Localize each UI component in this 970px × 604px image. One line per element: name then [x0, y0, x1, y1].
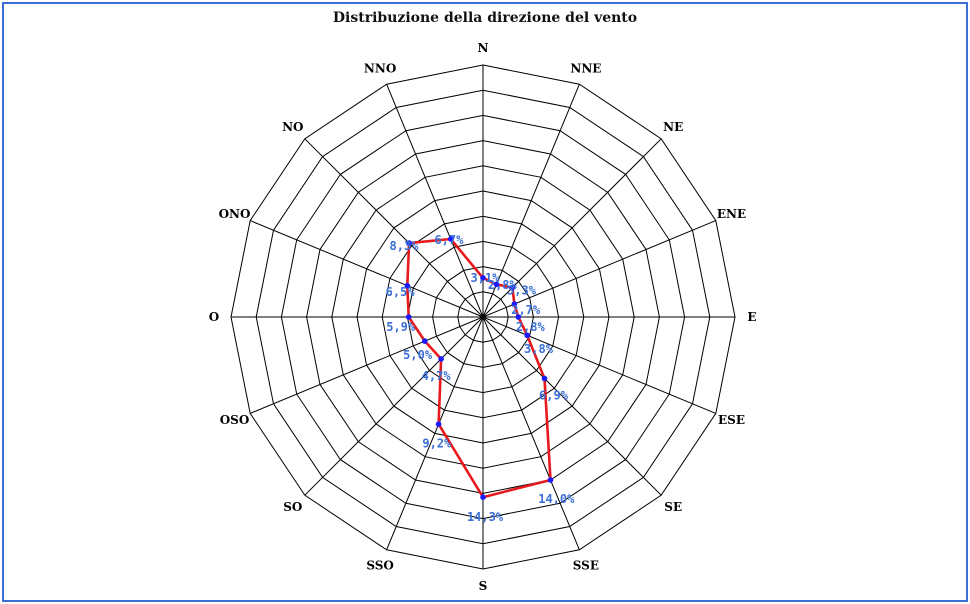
- direction-label-se: SE: [664, 500, 682, 514]
- data-point-o: [405, 314, 412, 320]
- value-label-so: 4,7%: [422, 369, 452, 383]
- direction-label-ne: NE: [663, 120, 683, 134]
- value-label-ono: 6,5%: [386, 285, 416, 299]
- direction-label-e: E: [747, 310, 756, 324]
- grid-spoke: [386, 84, 484, 318]
- value-label-ese: 3,8%: [524, 342, 554, 356]
- data-point-e: [515, 314, 522, 320]
- chart-title: Distribuzione della direzione del vento: [332, 10, 638, 26]
- direction-labels: N NNE NE ENE E ESE SE SSE S SSO SO OSO O ONO NO NNO: [209, 41, 757, 593]
- grid-spoke: [304, 138, 484, 318]
- direction-label-ese: ESE: [718, 413, 745, 427]
- value-label-sse: 14,0%: [538, 492, 575, 506]
- value-label-s: 14,3%: [467, 510, 504, 524]
- direction-label-ono: ONO: [219, 207, 251, 221]
- value-labels: 3,1%2,8%3,3%2,7%2,8%3,8%6,9%14,0%14,3%9,…: [386, 233, 575, 524]
- direction-label-oso: OSO: [220, 413, 250, 427]
- grid-spoke: [250, 220, 484, 318]
- data-point-nno: [447, 236, 454, 242]
- direction-label-so: SO: [283, 500, 302, 514]
- direction-label-nno: NNO: [364, 62, 396, 76]
- value-label-se: 6,9%: [539, 389, 569, 403]
- value-label-ene: 2,7%: [511, 303, 541, 317]
- value-label-nne: 2,8%: [488, 278, 518, 292]
- radar-grid: [230, 64, 736, 570]
- data-point-no: [406, 240, 412, 246]
- direction-label-ene: ENE: [717, 207, 746, 221]
- grid-spoke: [482, 316, 662, 496]
- data-point-sse: [547, 477, 554, 483]
- value-label-n: 3,1%: [471, 271, 501, 285]
- direction-label-nne: NNE: [570, 62, 601, 76]
- value-label-ne: 3,3%: [507, 284, 537, 298]
- data-point-nne: [493, 281, 500, 288]
- direction-label-s: S: [479, 579, 488, 593]
- direction-label-n: N: [478, 41, 489, 55]
- direction-label-sso: SSO: [366, 559, 394, 573]
- direction-label-sse: SSE: [573, 559, 599, 573]
- grid-spoke: [386, 316, 484, 550]
- data-point-ene: [511, 301, 518, 307]
- data-point-n: [480, 275, 486, 281]
- data-point-oso: [422, 338, 428, 344]
- data-point-sso: [435, 421, 442, 427]
- data-point-se: [541, 375, 548, 382]
- grid-spoke: [304, 316, 484, 496]
- data-point-ono: [404, 282, 411, 289]
- data-point-ne: [509, 284, 516, 291]
- wind-series: [404, 236, 554, 501]
- grid-spoke: [250, 316, 484, 414]
- data-point-so: [438, 356, 444, 362]
- grid-spoke: [482, 316, 716, 414]
- direction-label-no: NO: [282, 120, 303, 134]
- direction-label-o: O: [209, 310, 219, 324]
- value-label-sso: 9,2%: [422, 436, 452, 450]
- grid-spoke: [482, 220, 716, 318]
- value-label-oso: 5,0%: [403, 348, 433, 362]
- data-point-s: [480, 494, 486, 501]
- data-point-ese: [524, 332, 530, 339]
- grid-spoke: [482, 316, 580, 550]
- value-label-no: 8,3%: [390, 239, 420, 253]
- value-label-e: 2,8%: [516, 320, 546, 334]
- value-label-o: 5,9%: [386, 320, 416, 334]
- grid-spoke: [482, 84, 580, 318]
- value-label-nno: 6,7%: [434, 233, 464, 247]
